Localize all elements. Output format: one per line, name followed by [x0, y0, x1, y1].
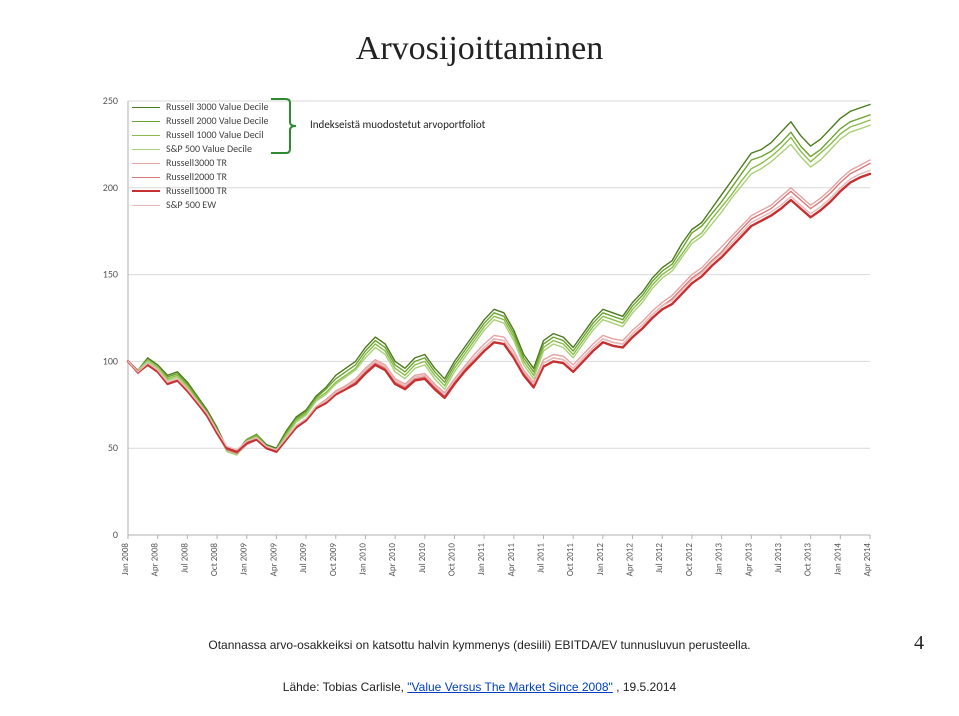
- legend-label: Russell 3000 Value Decile: [166, 100, 268, 114]
- svg-text:Oct 2011: Oct 2011: [565, 543, 576, 576]
- source-prefix: Lähde: Tobias Carlisle,: [283, 680, 408, 694]
- legend-label: Russell1000 TR: [166, 184, 227, 198]
- legend-swatch: [132, 177, 160, 178]
- svg-text:150: 150: [103, 268, 118, 281]
- svg-text:250: 250: [103, 95, 118, 107]
- svg-text:100: 100: [103, 354, 118, 367]
- svg-text:Apr 2009: Apr 2009: [268, 543, 279, 577]
- svg-text:Jan 2014: Jan 2014: [832, 543, 843, 576]
- legend-label: Russell 2000 Value Decile: [166, 114, 268, 128]
- svg-text:Apr 2008: Apr 2008: [150, 543, 161, 577]
- page-title: Arvosijoittaminen: [0, 30, 959, 68]
- arvo-label: Indekseistä muodostetut arvoportfoliot: [310, 118, 485, 131]
- svg-text:Apr 2012: Apr 2012: [625, 543, 636, 577]
- legend-item: Russell1000 TR: [132, 184, 268, 198]
- legend-label: Russell2000 TR: [166, 170, 227, 184]
- svg-text:Apr 2011: Apr 2011: [506, 543, 517, 577]
- svg-text:Oct 2008: Oct 2008: [209, 543, 220, 576]
- source-suffix: , 19.5.2014: [616, 680, 676, 694]
- source-link[interactable]: "Value Versus The Market Since 2008": [407, 680, 613, 694]
- legend-item: Russell2000 TR: [132, 170, 268, 184]
- svg-text:Jul 2012: Jul 2012: [654, 543, 665, 573]
- legend-swatch: [132, 205, 160, 206]
- source-text: Lähde: Tobias Carlisle, "Value Versus Th…: [0, 680, 959, 694]
- legend-swatch: [132, 163, 160, 164]
- svg-text:Apr 2010: Apr 2010: [387, 543, 398, 577]
- svg-text:Oct 2012: Oct 2012: [684, 543, 695, 576]
- footnote-text: Otannassa arvo-osakkeiksi on katsottu ha…: [0, 638, 959, 652]
- chart-legend: Russell 3000 Value DecileRussell 2000 Va…: [132, 100, 268, 212]
- legend-swatch: [132, 190, 160, 192]
- legend-label: Russell 1000 Value Decil: [166, 128, 264, 142]
- svg-text:Jul 2010: Jul 2010: [417, 543, 428, 573]
- svg-text:Jul 2008: Jul 2008: [179, 543, 190, 573]
- legend-swatch: [132, 121, 160, 122]
- legend-item: Russell 3000 Value Decile: [132, 100, 268, 114]
- svg-text:Jan 2010: Jan 2010: [357, 543, 368, 576]
- bracket-icon: [270, 98, 302, 154]
- legend-item: S&P 500 EW: [132, 198, 268, 212]
- svg-text:0: 0: [113, 528, 118, 541]
- svg-text:50: 50: [108, 441, 118, 454]
- legend-item: Russell 1000 Value Decil: [132, 128, 268, 142]
- page-number: 4: [914, 632, 924, 655]
- svg-text:Jan 2012: Jan 2012: [595, 543, 606, 576]
- svg-text:200: 200: [103, 181, 118, 194]
- legend-item: Russell 2000 Value Decile: [132, 114, 268, 128]
- svg-text:Jan 2011: Jan 2011: [476, 543, 487, 576]
- svg-text:Apr 2013: Apr 2013: [743, 543, 754, 577]
- svg-text:Apr 2014: Apr 2014: [862, 543, 873, 577]
- svg-text:Oct 2013: Oct 2013: [803, 543, 814, 576]
- legend-label: S&P 500 EW: [166, 198, 216, 212]
- svg-text:Jan 2013: Jan 2013: [714, 543, 725, 576]
- legend-label: S&P 500 Value Decile: [166, 142, 252, 156]
- legend-swatch: [132, 107, 160, 108]
- legend-item: Russell3000 TR: [132, 156, 268, 170]
- svg-text:Oct 2009: Oct 2009: [328, 543, 339, 576]
- svg-text:Jul 2009: Jul 2009: [298, 543, 309, 573]
- svg-text:Jul 2013: Jul 2013: [773, 543, 784, 573]
- legend-label: Russell3000 TR: [166, 156, 227, 170]
- legend-item: S&P 500 Value Decile: [132, 142, 268, 156]
- svg-text:Jul 2011: Jul 2011: [536, 543, 547, 573]
- legend-swatch: [132, 135, 160, 136]
- legend-swatch: [132, 149, 160, 150]
- svg-text:Jan 2009: Jan 2009: [239, 543, 250, 576]
- svg-text:Jan 2008: Jan 2008: [120, 543, 131, 576]
- svg-text:Oct 2010: Oct 2010: [446, 543, 457, 576]
